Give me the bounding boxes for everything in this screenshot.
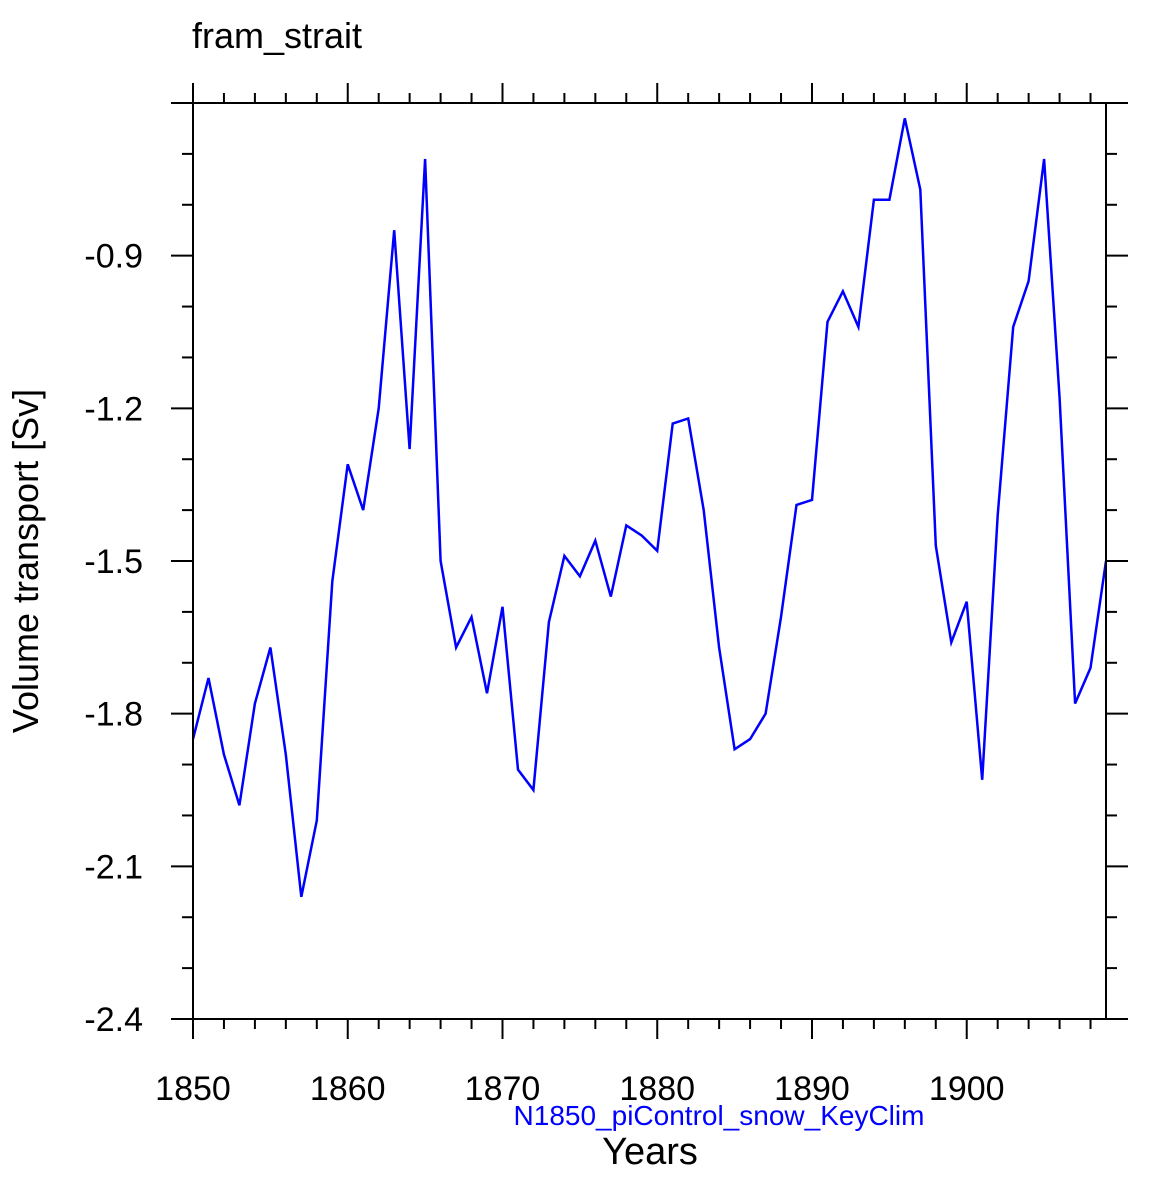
x-tick-label: 1860 — [310, 1070, 386, 1108]
x-tick-labels: 1850 1860 1870 1880 1890 1900 — [155, 1070, 1004, 1108]
y-tick-label: -2.1 — [84, 848, 143, 886]
x-tick-label: 1850 — [155, 1070, 231, 1108]
y-tick-label: -1.8 — [84, 696, 143, 734]
y-axis-label: Volume transport [Sv] — [5, 389, 46, 733]
chart-title: fram_strait — [192, 15, 362, 56]
y-tick-label: -1.2 — [84, 390, 143, 428]
legend-run-name: N1850_piControl_snow_KeyClim — [514, 1100, 925, 1131]
y-tick-labels: -2.4 -2.1 -1.8 -1.5 -1.2 -0.9 — [84, 238, 143, 1039]
plot-frame — [192, 102, 1107, 1020]
x-tick-label: 1890 — [774, 1070, 850, 1108]
data-series-line — [191, 118, 1108, 898]
tick-marks — [171, 83, 1128, 1039]
y-tick-label: -0.9 — [84, 238, 143, 276]
y-tick-label: -2.4 — [84, 1001, 143, 1039]
x-tick-label: 1870 — [465, 1070, 541, 1108]
x-axis-label: Years — [602, 1131, 698, 1173]
x-tick-label: 1900 — [929, 1070, 1005, 1108]
y-tick-label: -1.5 — [84, 543, 143, 581]
data-points — [192, 118, 1107, 897]
x-tick-label: 1880 — [619, 1070, 695, 1108]
